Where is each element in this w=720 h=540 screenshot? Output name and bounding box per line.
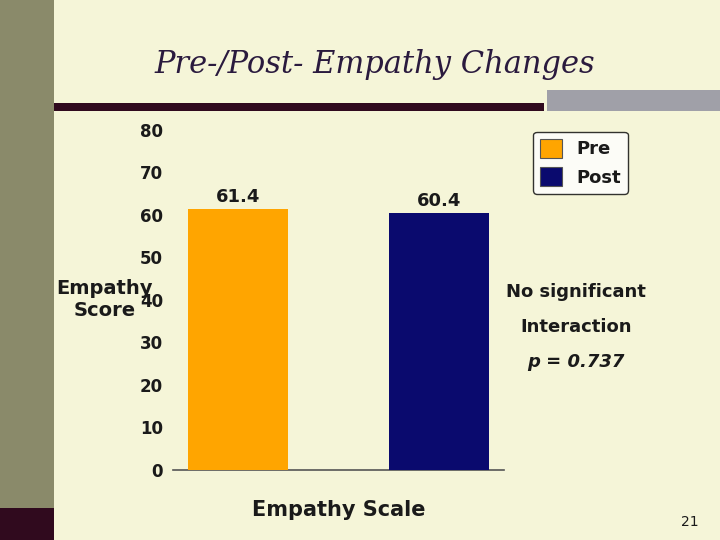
Bar: [188, 208, 288, 470]
Bar: [389, 213, 489, 470]
Text: 21: 21: [681, 515, 698, 529]
Legend: Pre, Post: Pre, Post: [533, 132, 628, 194]
Text: p = 0.737: p = 0.737: [527, 353, 625, 371]
Text: Interaction: Interaction: [521, 318, 631, 336]
Text: Empathy Scale: Empathy Scale: [252, 500, 425, 521]
Text: 60.4: 60.4: [417, 192, 461, 210]
Text: No significant: No significant: [506, 282, 646, 301]
Text: Empathy
Score: Empathy Score: [56, 279, 153, 320]
Text: Pre-/Post- Empathy Changes: Pre-/Post- Empathy Changes: [154, 49, 595, 80]
Text: 61.4: 61.4: [216, 188, 260, 206]
